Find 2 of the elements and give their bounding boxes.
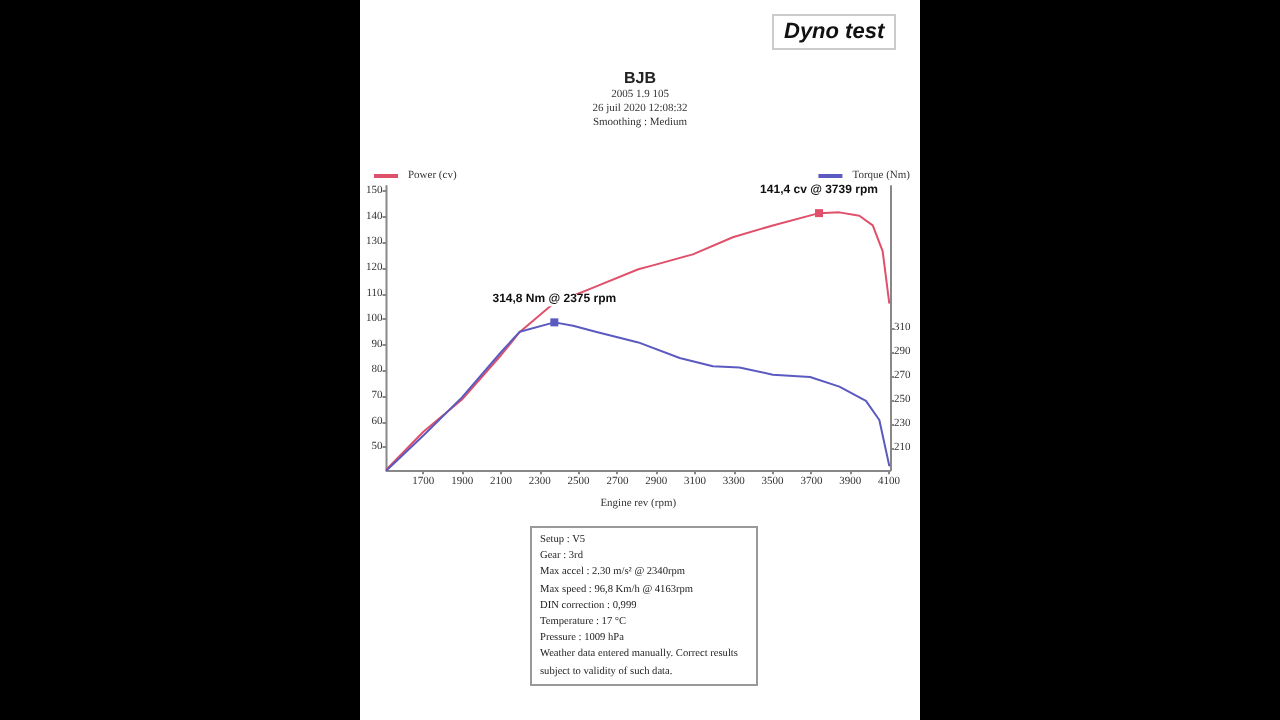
chart-title: BJB [623,69,657,87]
text: Dyno test [772,14,897,50]
